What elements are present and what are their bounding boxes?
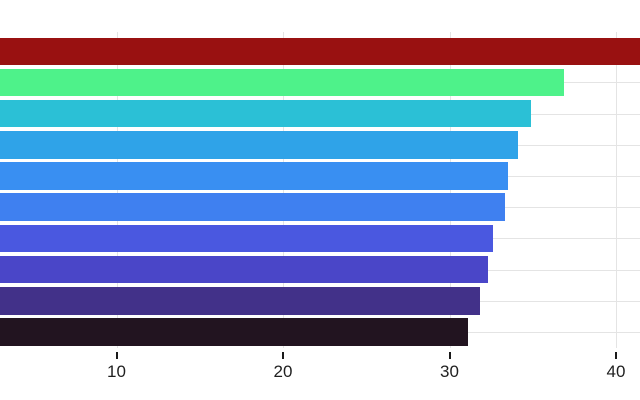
bar-row-3 [0,99,532,128]
bar-row-2 [0,68,565,97]
x-axis-tick [615,352,617,359]
vertical-gridline [116,32,118,348]
x-axis-tick-label: 20 [273,362,293,381]
x-axis-tick-label: 30 [440,362,459,381]
bar-row-9 [0,287,480,315]
x-axis-tick-label: 10 [107,362,126,381]
vertical-gridline [449,32,451,348]
vertical-gridline [616,32,617,348]
x-axis-tick [282,352,284,359]
bar-row-4 [0,131,518,159]
x-axis-tick-label: 40 [606,362,626,381]
bar-row-8 [0,255,488,284]
bar-row-6 [0,193,505,221]
bar-row-10 [0,318,468,346]
bar-row-5 [0,162,508,190]
x-axis-tick [115,352,118,359]
x-axis-tick [448,352,451,359]
bar-row-7 [0,224,493,253]
bar-row-1 [0,37,640,65]
vertical-gridline [283,32,284,348]
